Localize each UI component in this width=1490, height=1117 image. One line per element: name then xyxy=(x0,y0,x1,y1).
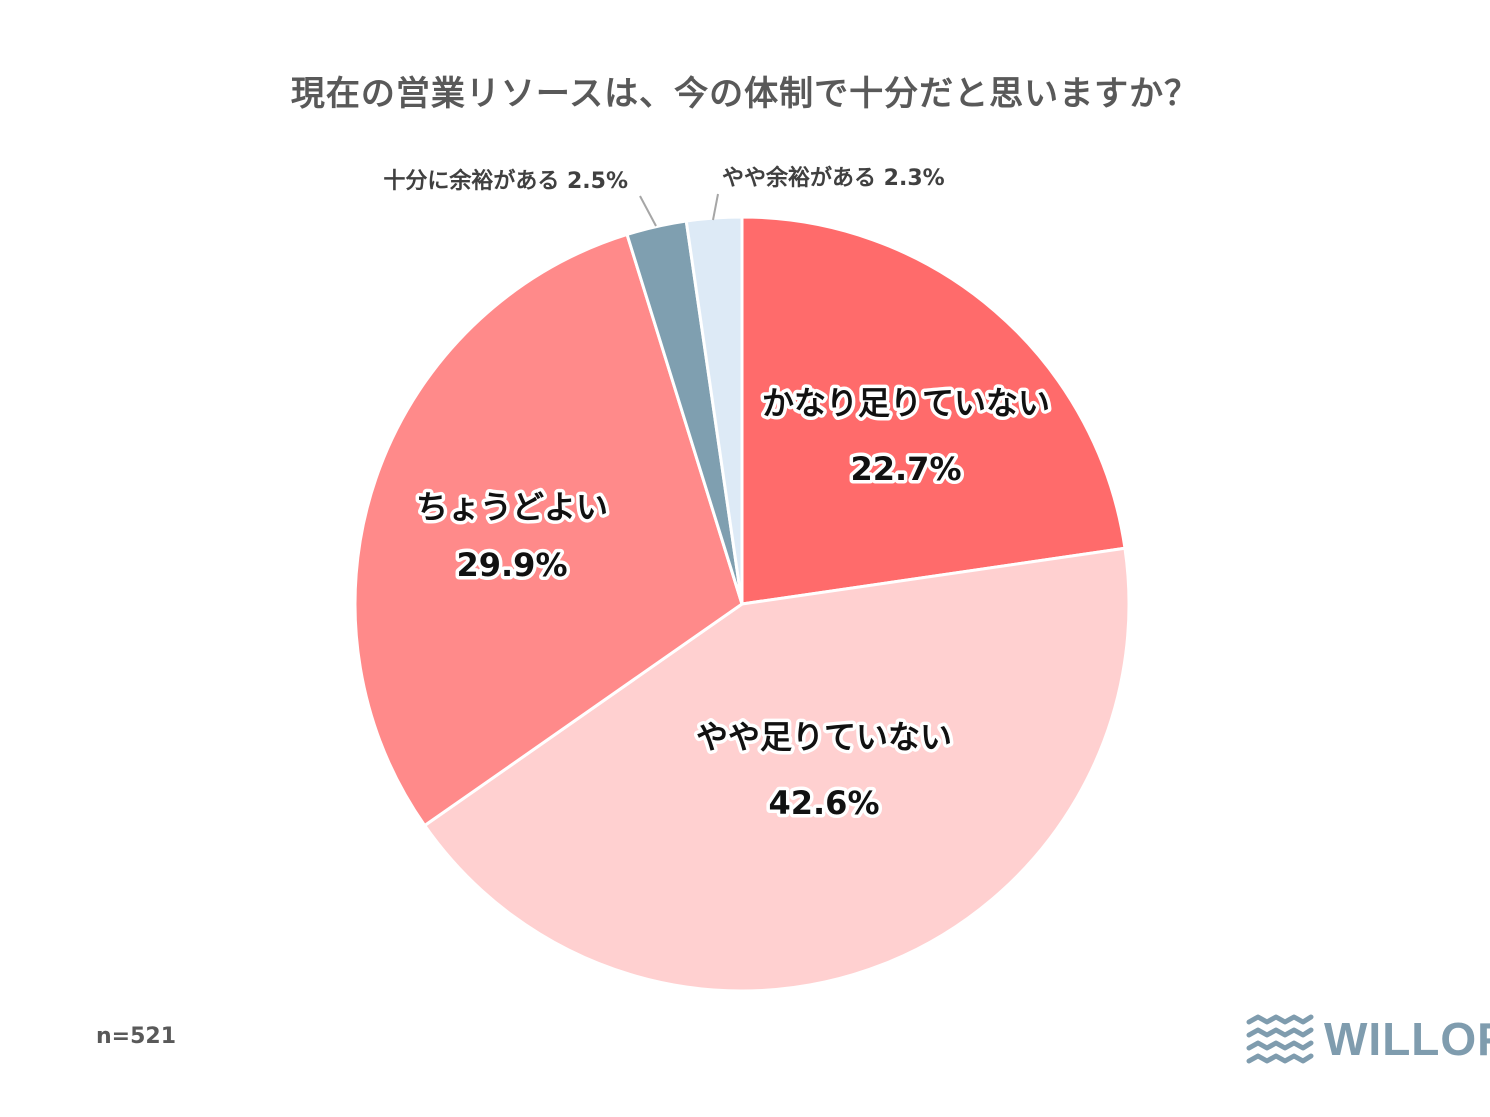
sample-size-note: n=521 xyxy=(96,1024,177,1049)
leader-line xyxy=(639,195,657,227)
slice-value-label: 22.7% xyxy=(850,450,961,488)
wave-logo-icon xyxy=(1246,1014,1314,1064)
slice-category-label: かなり足りていない xyxy=(762,384,1050,422)
slice-category-label: やや足りていない xyxy=(696,718,952,756)
slice-outside-label: 十分に余裕がある 2.5% xyxy=(383,168,628,194)
willof-logo: WILLOF xyxy=(1246,1010,1490,1070)
pie-slice xyxy=(423,546,1131,993)
slice-category-label: ちょうどよい xyxy=(416,488,608,526)
pie-slices xyxy=(353,215,1131,993)
pie-slice xyxy=(353,232,744,828)
slice-labels: かなり足りていない 22.7% やや足りていない 42.6% ちょうどよい 29.9% 十分… xyxy=(383,165,1053,826)
logo-text: WILLOF xyxy=(1324,1013,1490,1065)
pie-slice xyxy=(740,215,1127,606)
slice-value-label: 42.6% xyxy=(768,784,879,822)
chart-title: 現在の営業リソースは、今の体制で十分だと思いますか？ xyxy=(290,74,1200,114)
leader-line xyxy=(712,193,719,221)
slice-outside-label: やや余裕がある 2.3% xyxy=(722,165,945,191)
leader-lines xyxy=(639,193,719,227)
slice-value-label: 29.9% xyxy=(456,546,567,584)
